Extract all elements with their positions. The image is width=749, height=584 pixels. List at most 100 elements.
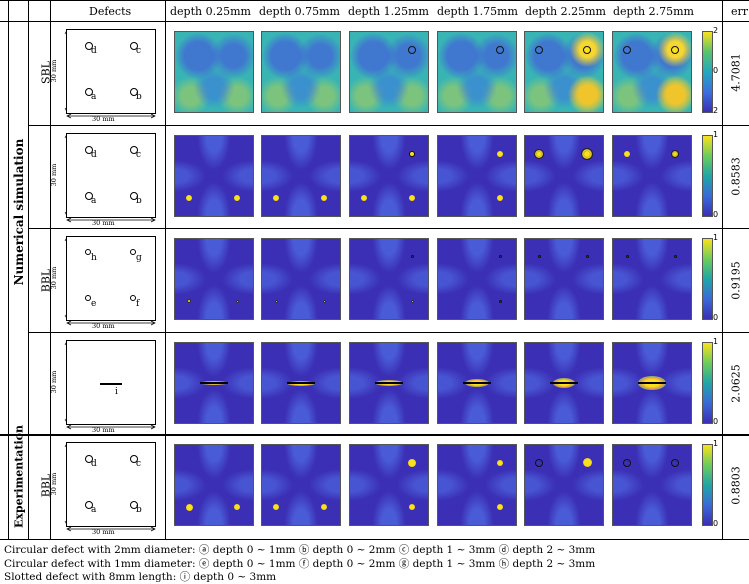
heatmap-bbl3-depth-5	[524, 342, 604, 424]
heatmap-sbl-depth-6	[612, 31, 692, 113]
defect-spot	[322, 299, 326, 303]
table-top-border	[0, 0, 749, 1]
heatmap-exp-depth-3	[349, 444, 429, 526]
defect-circle-c	[130, 42, 138, 50]
slot-defect-i	[100, 383, 122, 385]
defect-circle-b	[130, 88, 138, 96]
heatmap-sbl-depth-2	[261, 31, 341, 113]
defect-spot	[671, 458, 680, 467]
defect-spot	[234, 504, 241, 511]
defect-spot	[410, 255, 414, 259]
defect-spot	[234, 195, 241, 202]
defect-spot	[673, 255, 677, 259]
header-err: err	[731, 5, 749, 18]
slot-marker	[463, 382, 491, 384]
heatmap-exp-depth-4	[437, 444, 517, 526]
defect-label-c: c	[136, 459, 142, 469]
defect-spot	[409, 504, 416, 511]
defect-spot	[410, 299, 414, 303]
table-method-column-border	[50, 0, 51, 540]
err-sbl: 4.7081	[729, 53, 743, 92]
heatmap-bbl2-depth-4	[437, 238, 517, 320]
defect-spot	[535, 45, 544, 54]
header-depth-1: depth 0.25mm	[170, 5, 251, 18]
table-left-border	[8, 0, 9, 540]
dimension-width-label: 30 mm	[92, 528, 115, 536]
table-group-column-border	[28, 0, 29, 540]
defect-spot	[534, 148, 545, 159]
defect-label-c: c	[136, 150, 142, 160]
heatmap-bbl1-depth-3	[349, 135, 429, 217]
legend-line-3: Slotted defect with 8mm length: ⓘ depth …	[4, 571, 277, 583]
defect-circle-d	[85, 42, 93, 50]
defect-label-b: b	[136, 92, 142, 102]
dimension-width-label: 30 mm	[92, 219, 115, 227]
err-bbl-3: 2.0625	[729, 364, 743, 403]
defect-schematic: i	[66, 340, 156, 425]
err-exp: 0.8803	[729, 466, 743, 505]
defect-spot	[408, 45, 417, 54]
defect-schematic: d c a b	[66, 442, 156, 527]
defect-spot	[187, 299, 192, 304]
defect-spot	[623, 45, 632, 54]
dimension-width-label: 30 mm	[92, 322, 115, 330]
slot-marker	[375, 382, 403, 384]
defect-schematic: d c a b	[66, 29, 156, 114]
heatmap-bbl3-depth-1	[174, 342, 254, 424]
defect-spot	[582, 458, 592, 468]
defect-label-a: a	[91, 505, 97, 515]
header-depth-2: depth 0.75mm	[259, 5, 340, 18]
colorbar-tick-sbl: 2	[713, 26, 719, 35]
colorbar-bbl3	[702, 342, 713, 424]
defect-spot	[409, 195, 416, 202]
defect-circle-f	[130, 295, 136, 301]
slot-marker	[550, 382, 578, 384]
colorbar-tick-exp: 0	[713, 519, 719, 528]
dimension-height-label: 30 mm	[50, 163, 58, 187]
colorbar-tick-bbl3: 1	[713, 337, 719, 346]
colorbar-tick-bbl1: 1	[713, 130, 719, 139]
defect-label-d: d	[91, 150, 97, 160]
defect-schematic: h g e f	[66, 236, 156, 321]
table-err-column-border	[722, 0, 723, 540]
colorbar-tick-bbl3: 0	[713, 417, 719, 426]
legend-line-2: Circular defect with 1mm diameter: ⓔ dep…	[4, 558, 596, 570]
defect-label-a: a	[91, 196, 97, 206]
err-bbl-2: 0.9195	[729, 261, 743, 300]
defect-spot	[498, 255, 502, 259]
defect-label-b: b	[136, 196, 142, 206]
dimension-height-label: 30 mm	[50, 59, 58, 83]
defect-label-h: h	[91, 253, 97, 263]
heatmap-sbl-depth-4	[437, 31, 517, 113]
heatmap-bbl2-depth-2	[261, 238, 341, 320]
dimension-width-label: 30 mm	[92, 426, 115, 434]
slot-marker	[287, 382, 315, 384]
defect-label-b: b	[136, 505, 142, 515]
defect-spot	[497, 195, 504, 202]
group-experimentation: Experimentation	[12, 424, 26, 529]
defect-circle-e	[85, 295, 91, 301]
defect-spot	[497, 504, 504, 511]
colorbar-sbl	[702, 31, 713, 113]
heatmap-bbl2-depth-6	[612, 238, 692, 320]
defect-label-e: e	[91, 299, 97, 309]
table-header-border	[0, 21, 749, 22]
defect-spot	[623, 458, 632, 467]
header-defects: Defects	[89, 5, 132, 18]
header-depth-6: depth 2.75mm	[613, 5, 694, 18]
header-depth-3: depth 1.25mm	[348, 5, 429, 18]
defect-circle-d	[85, 455, 93, 463]
colorbar-bbl2	[702, 238, 713, 320]
dimension-height-label: 30 mm	[50, 472, 58, 496]
colorbar-bbl1	[702, 135, 713, 217]
dimension-height-label: 30 mm	[50, 370, 58, 394]
defect-spot	[498, 299, 502, 303]
heatmap-exp-depth-6	[612, 444, 692, 526]
slot-marker	[200, 382, 228, 384]
table-bottom-border	[0, 539, 749, 540]
dimension-height-label: 30 mm	[50, 266, 58, 290]
colorbar-tick-sbl: 0	[713, 66, 719, 75]
defect-spot	[671, 149, 680, 158]
defect-spot	[581, 147, 594, 160]
defect-circle-a	[85, 88, 93, 96]
